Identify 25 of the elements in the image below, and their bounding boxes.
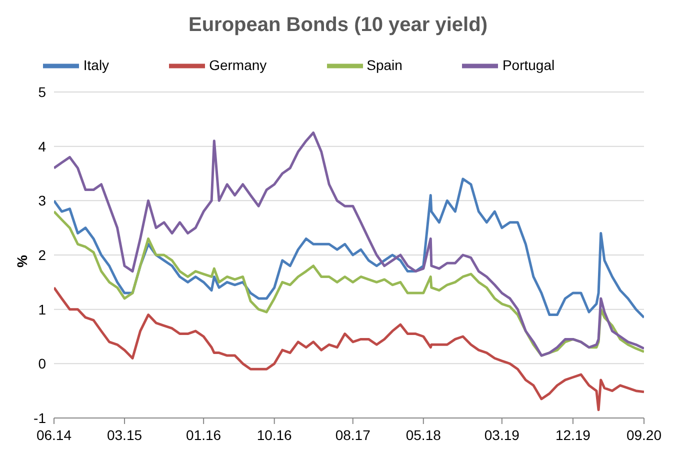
chart-title: European Bonds (10 year yield) (188, 13, 488, 38)
y-axis-title: % (14, 254, 30, 268)
legend-label: Italy (83, 56, 110, 73)
y-tick-label: 5 (38, 84, 46, 100)
x-tick-label: 03.15 (107, 426, 142, 443)
line-series (54, 132, 644, 357)
line-series (54, 178, 644, 319)
y-tick-label: 4 (38, 138, 46, 154)
legend-label: Portugal (502, 56, 555, 73)
y-tick-label: 0 (38, 356, 46, 372)
x-tick-label: 05.18 (406, 426, 442, 443)
x-tick-label: 08.17 (335, 426, 371, 443)
line-series (54, 286, 644, 412)
y-tick-label: 3 (38, 192, 46, 209)
x-tick-label: 12.19 (555, 426, 591, 443)
x-tick-label: 10.16 (256, 426, 292, 443)
legend-label: Spain (366, 56, 402, 73)
y-tick-label: 2 (38, 246, 46, 263)
x-tick-label: 09.20 (626, 426, 662, 443)
legend-label: Germany (209, 56, 267, 73)
y-tick-label: -1 (34, 410, 46, 426)
x-tick-label: 03.19 (484, 426, 520, 443)
y-tick-label: 1 (38, 301, 46, 318)
x-tick-label: 01.16 (186, 426, 222, 443)
x-tick-label: 06.14 (36, 426, 72, 443)
